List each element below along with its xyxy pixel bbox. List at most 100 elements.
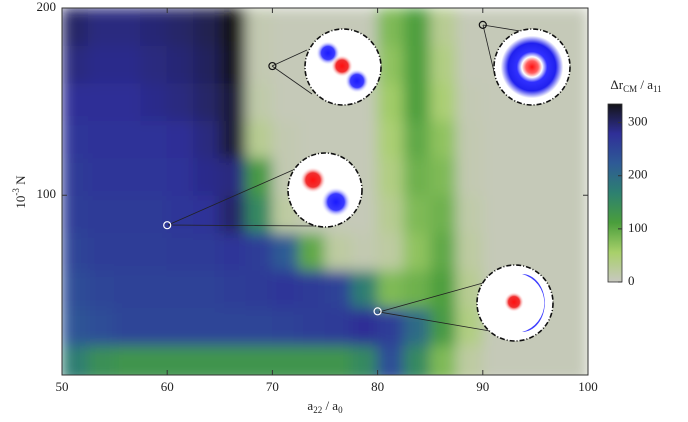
heat-cell [193, 157, 221, 196]
heat-cell [114, 344, 142, 375]
x-tick-label: 90 [476, 379, 489, 394]
heat-cell [114, 44, 142, 84]
heat-cell [403, 232, 431, 271]
heat-cell [429, 82, 457, 121]
heat-cell [140, 44, 168, 84]
heat-cell [193, 119, 221, 159]
leader-line [378, 282, 484, 313]
heat-cell [245, 82, 273, 121]
heat-cell [456, 194, 484, 234]
heat-cell [140, 269, 168, 309]
heat-cell [324, 119, 352, 159]
heat-cell [429, 307, 457, 346]
inset-4 [476, 264, 554, 342]
heat-cell [62, 44, 89, 84]
heat-cell [271, 307, 300, 346]
heat-cell [271, 344, 300, 375]
colorbar-scale [607, 103, 623, 283]
heat-cell [87, 82, 116, 121]
heat-cell [219, 232, 247, 271]
heat-cell [508, 157, 536, 196]
point-marker [268, 61, 277, 71]
heat-cell [456, 82, 484, 121]
heat-cell [193, 194, 221, 234]
heat-cell [271, 119, 300, 159]
heat-cell [403, 307, 431, 346]
heat-cell [403, 82, 431, 121]
heat-cell [403, 269, 431, 309]
heat-cell [193, 82, 221, 121]
heat-cell [482, 344, 510, 375]
heat-cell [403, 119, 431, 159]
heat-cell [482, 194, 510, 234]
heat-cell [298, 232, 326, 271]
heat-cell [508, 194, 536, 234]
heat-cell [377, 194, 405, 234]
heat-cell [456, 232, 484, 271]
heat-cell [140, 119, 168, 159]
inset-leaders [167, 24, 521, 332]
heat-cell [271, 8, 300, 46]
heat-cell [350, 344, 379, 375]
heat-cell [245, 44, 273, 84]
heat-cell [114, 82, 142, 121]
heat-cell [429, 119, 457, 159]
heat-cell [377, 44, 405, 84]
heat-cell [403, 157, 431, 196]
heat-cell [87, 119, 116, 159]
heat-cell [561, 157, 588, 196]
heat-cell [140, 194, 168, 234]
heat-cell [166, 119, 194, 159]
heat-cell [140, 8, 168, 46]
heat-cell [534, 157, 563, 196]
heat-cell [193, 44, 221, 84]
heat-cell [166, 232, 194, 271]
heat-cell [219, 269, 247, 309]
heat-cell [377, 232, 405, 271]
heat-cell [166, 307, 194, 346]
heat-cell [377, 344, 405, 375]
heat-cell [298, 119, 326, 159]
heat-cell [324, 307, 352, 346]
heat-cell [561, 307, 588, 346]
heat-cell [219, 8, 247, 46]
leader-line [271, 65, 313, 95]
heat-cell [534, 232, 563, 271]
heat-cell [219, 344, 247, 375]
heat-cell [534, 194, 563, 234]
heat-cell [403, 194, 431, 234]
heat-cell [561, 344, 588, 375]
heat-cell [219, 194, 247, 234]
x-axis-label: a22 / a0 [307, 398, 343, 415]
x-tick-label: 80 [371, 379, 384, 394]
heat-cell [87, 194, 116, 234]
heat-cell [482, 119, 510, 159]
heat-cell [219, 157, 247, 196]
heat-cell [350, 232, 379, 271]
heat-cell [482, 232, 510, 271]
heat-cell [87, 344, 116, 375]
inset-1 [304, 28, 382, 106]
axes: 50 60 70 80 90 100 100 200 [37, 0, 598, 394]
heat-cell [324, 344, 352, 375]
heat-cell [324, 232, 352, 271]
heat-cell [193, 307, 221, 346]
heat-cell [140, 344, 168, 375]
heat-cell [561, 82, 588, 121]
x-tick-label: 100 [578, 379, 598, 394]
heat-cell [245, 119, 273, 159]
colorbar: 0 100 200 300 [607, 103, 648, 288]
heat-cell [140, 307, 168, 346]
heat-cell [114, 307, 142, 346]
markers [163, 20, 487, 316]
heat-cell [62, 157, 89, 196]
heat-cell [166, 82, 194, 121]
x-tick-label: 60 [161, 379, 174, 394]
heat-cell [62, 194, 89, 234]
heat-cell [219, 44, 247, 84]
x-tick-label: 50 [56, 379, 69, 394]
heat-cell [271, 82, 300, 121]
heat-cell [193, 8, 221, 46]
heat-cell [271, 269, 300, 309]
